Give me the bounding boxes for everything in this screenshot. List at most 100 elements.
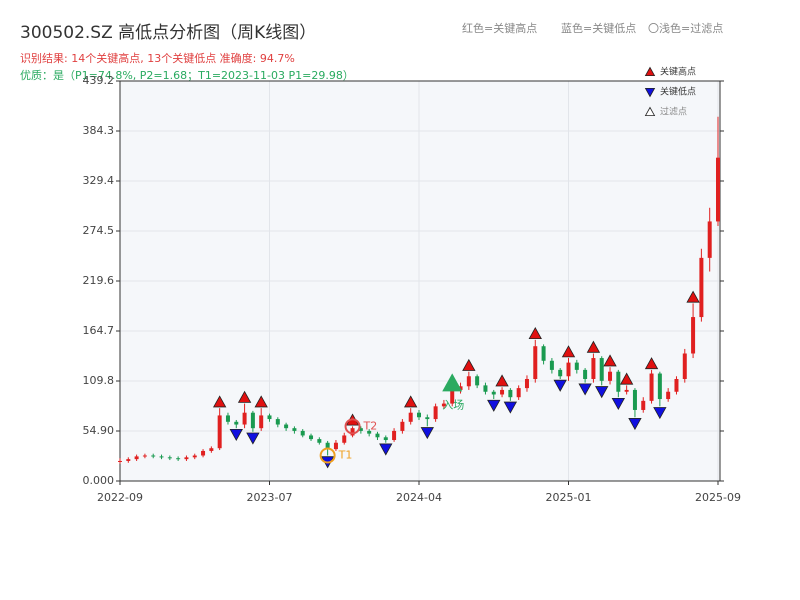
candle-body — [716, 157, 720, 222]
candle-body — [691, 317, 696, 354]
candle-body — [682, 353, 687, 379]
candle-body — [284, 424, 289, 429]
key-high-marker — [212, 395, 227, 408]
candle-body — [516, 388, 521, 398]
candle-body — [441, 403, 446, 407]
candle-body — [250, 412, 255, 429]
key-high-marker — [586, 340, 601, 353]
legend-label: 关键高点 — [660, 66, 696, 78]
key-low-marker — [246, 432, 260, 445]
key-low-marker — [578, 383, 592, 396]
annotation-label: T2 — [363, 419, 378, 432]
candle-body — [699, 257, 704, 318]
candle-body — [201, 450, 206, 456]
y-tick-label: 0.000 — [83, 474, 115, 487]
candle-body — [192, 455, 197, 458]
candle-body — [300, 430, 305, 436]
key-high-marker — [462, 358, 476, 371]
annotation-label: 入场 — [442, 397, 464, 411]
candle-body — [350, 428, 355, 436]
y-tick-label: 54.90 — [83, 424, 115, 437]
candle-body — [375, 433, 380, 438]
key-low-marker — [628, 418, 642, 431]
candle-body — [417, 412, 421, 418]
candle-body — [159, 456, 164, 458]
key-high-marker — [237, 390, 252, 403]
key-high-marker — [686, 290, 700, 303]
y-tick-label: 219.6 — [83, 274, 115, 287]
candle-body — [458, 386, 463, 390]
candle-body — [267, 415, 272, 420]
candle-body — [632, 389, 637, 410]
candle-body — [309, 435, 314, 440]
candle-body — [225, 415, 230, 422]
candle-body — [657, 373, 662, 400]
key-high-marker — [619, 372, 634, 385]
candle-body — [524, 378, 529, 389]
key-high-marker — [254, 395, 268, 408]
top-legend: 红色=关键高点 — [462, 21, 537, 35]
candle-body — [358, 428, 363, 431]
candle-body — [126, 459, 131, 461]
key-high-marker — [528, 327, 542, 340]
candle-body — [616, 371, 621, 392]
key-low-marker — [379, 443, 393, 456]
candle-body — [184, 457, 189, 460]
top-legend: 蓝色=关键低点 — [561, 21, 636, 35]
key-high-marker — [495, 374, 509, 387]
candle-body — [292, 428, 297, 431]
candle-body — [259, 415, 264, 429]
x-tick-label: 2023-07 — [247, 491, 293, 504]
candle-body — [333, 442, 338, 450]
note: 优质：是（P1=74.8%, P2=1.68；T1=2023-11-03 P1=… — [20, 69, 354, 82]
annotation-circle — [344, 418, 361, 435]
y-tick-label: 384.3 — [83, 124, 115, 137]
x-tick-label: 2025-01 — [546, 491, 592, 504]
candle-body — [408, 412, 413, 422]
key-low-marker — [653, 407, 667, 420]
candle-body — [367, 430, 372, 434]
candle-body — [167, 457, 172, 459]
candle-body — [583, 369, 588, 379]
candle-body — [491, 391, 496, 395]
legend-marker — [644, 66, 656, 76]
x-tick-label: 2022-09 — [97, 491, 143, 504]
candle-body — [599, 358, 604, 381]
key-low-marker — [229, 428, 243, 442]
candle-body — [450, 389, 455, 404]
legend-label: 过滤点 — [660, 106, 687, 118]
candle-body — [483, 385, 488, 392]
candle-body — [591, 358, 596, 379]
top-legend: 〇浅色=过滤点 — [648, 21, 723, 35]
key-low-marker — [595, 386, 609, 399]
candle-body — [209, 448, 214, 451]
chart-title: 300502.SZ 高低点分析图（周K线图） — [20, 23, 316, 43]
candle-body — [400, 421, 405, 431]
candle-body — [707, 221, 712, 258]
y-tick-label: 164.7 — [83, 324, 115, 337]
legend-label: 关键低点 — [660, 86, 696, 98]
candle-body — [500, 389, 505, 395]
candle-body — [433, 406, 438, 420]
candle-body — [342, 435, 347, 443]
y-tick-label: 439.2 — [83, 74, 115, 87]
legend-marker — [644, 88, 656, 98]
candle-body — [574, 362, 579, 370]
candle-body — [624, 389, 629, 392]
candle-body — [392, 430, 397, 441]
key-low-marker — [487, 399, 501, 412]
candle-body — [275, 419, 280, 425]
candle-body — [508, 389, 513, 398]
annotation-label: T1 — [338, 448, 353, 461]
key-low-marker — [553, 379, 567, 392]
legend-marker — [644, 106, 656, 116]
key-low-marker — [611, 398, 626, 411]
candle-body — [466, 376, 471, 387]
key-high-marker — [644, 357, 659, 370]
y-tick-label: 109.8 — [83, 374, 115, 387]
candle-body — [533, 346, 538, 379]
candle-body — [151, 455, 156, 457]
candle-body — [242, 412, 247, 425]
